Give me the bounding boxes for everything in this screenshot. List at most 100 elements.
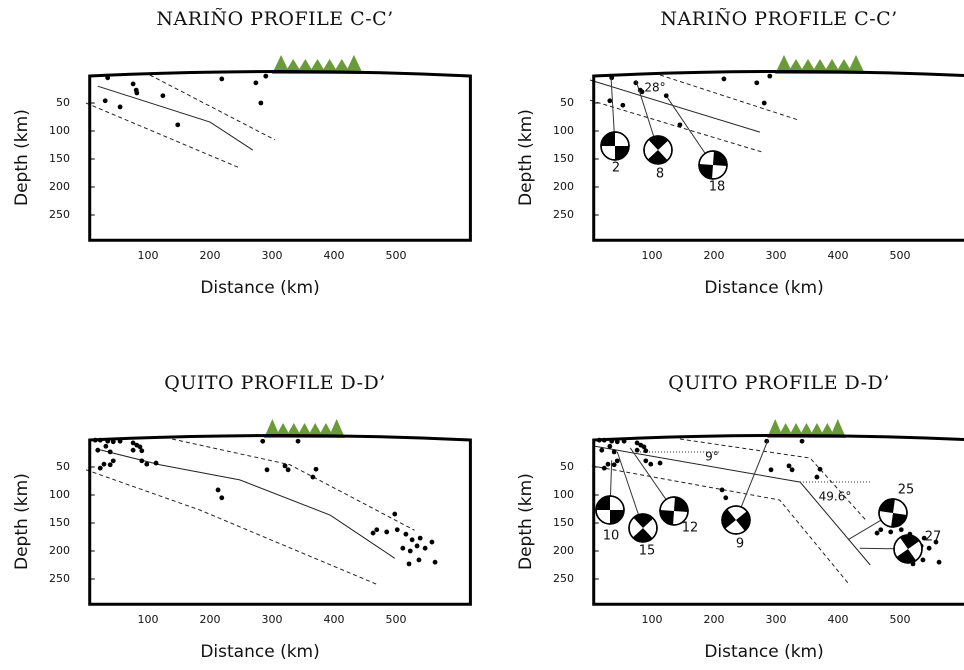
frame (88, 434, 472, 606)
y-tick-label: 150 (49, 516, 70, 529)
volcano (328, 419, 345, 438)
y-tick-label: 250 (49, 208, 70, 221)
slab-bound (591, 465, 851, 586)
x-tick-label: 100 (138, 249, 159, 262)
earthquake (620, 102, 626, 108)
earthquake (400, 545, 406, 551)
earthquake (817, 466, 823, 472)
earthquake (175, 122, 181, 128)
earthquake (97, 465, 103, 471)
earthquake (215, 487, 221, 493)
y-axis-label: Depth (km) (12, 473, 32, 570)
focal-mechanism-rim (659, 496, 689, 526)
earthquake (102, 98, 108, 104)
volcano (264, 419, 281, 438)
earthquake (219, 76, 225, 82)
earthquake (285, 467, 291, 473)
earthquake (764, 438, 770, 444)
earthquake (926, 545, 932, 551)
mechanism-label: 2 (612, 161, 620, 176)
slab-bound (659, 74, 798, 121)
earthquake (403, 531, 409, 537)
earthquake (605, 461, 611, 467)
y-tick-label: 100 (553, 124, 574, 137)
earthquake (936, 559, 942, 565)
x-tick-label: 100 (138, 613, 159, 626)
mechanism-label: 8 (656, 167, 664, 182)
earthquake (264, 467, 270, 473)
earthquake (139, 458, 145, 464)
slab-line (589, 79, 761, 133)
angle-label: 9° (705, 450, 719, 464)
earthquake (601, 465, 607, 471)
chart-title: QUITO PROFILE D-D’ (164, 372, 386, 394)
earthquake (614, 439, 620, 445)
earthquake (789, 467, 795, 473)
y-tick-label: 250 (49, 572, 70, 585)
y-tick-label: 200 (49, 544, 70, 557)
earthquake (101, 461, 107, 467)
earthquake (898, 527, 904, 533)
y-tick-label: 200 (49, 180, 70, 193)
earthquake (767, 73, 773, 79)
focal-mechanism-wedge (632, 514, 654, 542)
earthquake (768, 467, 774, 473)
panel: QUITO PROFILE D-D’ 50 100 150 200 250 100 200 30… (12, 372, 472, 662)
earthquake (677, 122, 683, 128)
frame (592, 434, 964, 606)
focal-mechanism-rim (893, 534, 923, 564)
earthquake (648, 461, 654, 467)
chart-title: QUITO PROFILE D-D’ (668, 372, 890, 394)
earthquake (429, 539, 435, 545)
earthquake (874, 530, 880, 536)
earthquake (134, 90, 140, 96)
volcano (829, 419, 846, 438)
volcano (835, 59, 853, 74)
earthquake (641, 444, 647, 450)
y-tick-label: 200 (553, 180, 574, 193)
focal-mechanism-rim (878, 498, 908, 528)
y-tick-label: 100 (49, 124, 70, 137)
volcano (767, 419, 784, 438)
slab-bound (85, 469, 377, 585)
slab-bound (589, 99, 764, 153)
earthquake (634, 447, 640, 453)
focal-mechanism-wedge (660, 497, 688, 525)
focal-mechanism-wedge (601, 132, 629, 160)
y-tick-label: 50 (56, 96, 70, 109)
x-axis-label: Distance (km) (704, 642, 823, 662)
volcano (847, 55, 865, 74)
earthquake (719, 487, 725, 493)
earthquake (921, 535, 927, 541)
earthquake (153, 460, 159, 466)
earthquake (643, 448, 649, 454)
earthquake (799, 438, 805, 444)
panel: NARIÑO PROFILE C-C’ 50 100 150 200 250 100 200 3… (12, 7, 472, 298)
earthquake (599, 447, 605, 453)
earthquake (417, 535, 423, 541)
earthquake (144, 461, 150, 467)
y-tick-label: 50 (560, 96, 574, 109)
mechanism-label: 10 (603, 529, 620, 544)
y-axis-label: Depth (km) (516, 109, 536, 206)
earthquake (110, 439, 116, 445)
earthquake (295, 438, 301, 444)
x-tick-label: 500 (890, 249, 911, 262)
focal-mechanism-rim (628, 513, 658, 543)
earthquake (920, 557, 926, 563)
focal-mechanism-wedge (647, 136, 669, 164)
y-tick-label: 150 (49, 152, 70, 165)
y-tick-label: 250 (553, 208, 574, 221)
slab-bound (85, 102, 240, 169)
x-tick-label: 200 (200, 249, 221, 262)
x-tick-label: 400 (324, 249, 345, 262)
earthquake (117, 104, 123, 110)
x-tick-label: 500 (386, 249, 407, 262)
x-tick-label: 200 (200, 613, 221, 626)
earthquake (392, 511, 398, 517)
mechanism-label: 18 (709, 180, 726, 195)
earthquake (110, 458, 116, 464)
earthquake (878, 527, 884, 533)
focal-mechanism-rim (721, 505, 751, 535)
